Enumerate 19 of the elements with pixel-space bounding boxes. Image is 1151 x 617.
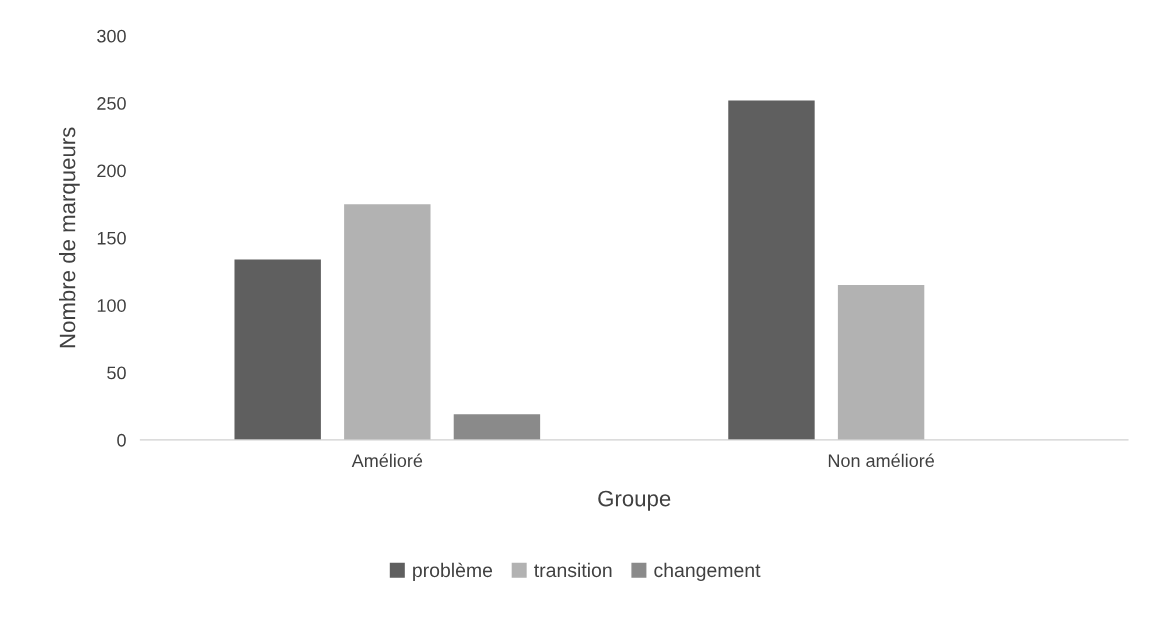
x-tick-label: Non amélioré xyxy=(828,453,934,468)
bar xyxy=(234,259,321,440)
x-tick-label: Amélioré xyxy=(351,453,423,468)
bar xyxy=(453,414,541,440)
y-tick-label: 0 xyxy=(117,433,126,447)
y-tick-label: 150 xyxy=(97,231,126,245)
y-tick-label: 100 xyxy=(97,299,126,312)
legend-label: changement xyxy=(654,562,761,581)
legend-label: problème xyxy=(413,562,493,581)
y-axis-title: Nombre de marqueurs xyxy=(59,127,80,348)
y-tick-label: 250 xyxy=(97,97,126,110)
bar xyxy=(837,285,925,440)
y-tick-label: 50 xyxy=(107,366,126,380)
bar xyxy=(344,204,431,440)
legend-label: transition xyxy=(534,562,612,578)
y-tick-label: 300 xyxy=(97,29,126,43)
bar xyxy=(728,100,815,440)
x-axis-title: Groupe xyxy=(598,490,671,511)
y-tick-label: 200 xyxy=(97,164,126,178)
